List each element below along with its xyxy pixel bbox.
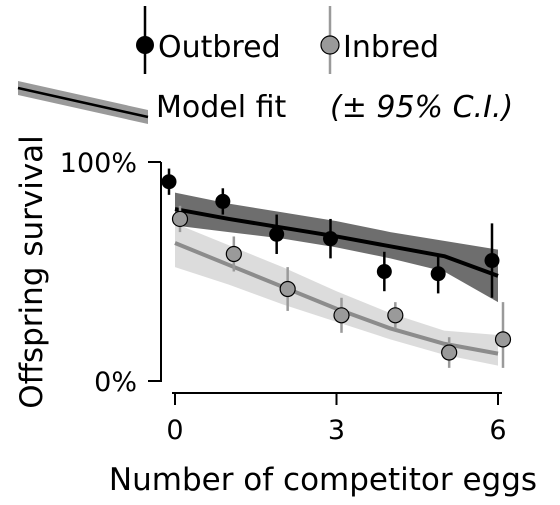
y-ticks: 0% 100% — [60, 148, 161, 398]
inbred-fit-band — [175, 223, 498, 366]
y-axis-title: Offspring survival — [14, 135, 50, 409]
outbred-point-0 — [161, 174, 177, 190]
x-tick-label-0: 0 — [166, 415, 183, 446]
x-tick-label-2: 6 — [489, 415, 506, 446]
outbred-point-5 — [430, 266, 446, 282]
inbred-point-0 — [171, 210, 189, 228]
inbred-point-3 — [333, 307, 350, 324]
outbred-point-1 — [215, 193, 231, 209]
y-tick-label-0: 0% — [94, 367, 137, 398]
inbred-point-6 — [494, 331, 512, 348]
outbred-fit-band — [175, 192, 498, 303]
fit-bands — [175, 192, 498, 366]
legend-ci-note: (± 95% C.I.) — [330, 90, 513, 125]
inbred-point-1 — [225, 245, 242, 263]
outbred-point-3 — [323, 231, 338, 247]
outbred-point-2 — [269, 226, 285, 242]
x-tick-label-1: 3 — [328, 415, 345, 446]
inbred-point-2 — [279, 280, 296, 298]
inbred-point-5 — [441, 344, 458, 361]
data-points — [161, 174, 512, 361]
legend-model-fit-marker — [17, 81, 149, 124]
outbred-point-4 — [376, 264, 392, 279]
inbred-fit-line — [174, 241, 499, 356]
y-tick-label-1: 100% — [60, 148, 137, 179]
legend-inbred-label: Inbred — [343, 30, 439, 65]
legend-outbred-label: Outbred — [158, 30, 281, 65]
legend-outbred-marker — [136, 6, 154, 74]
legend-model-fit-label: Model fit — [156, 90, 287, 125]
legend-inbred-marker — [320, 6, 340, 74]
outbred-point-6 — [484, 253, 500, 269]
x-ticks: 0 3 6 — [166, 393, 507, 446]
inbred-point-4 — [387, 307, 404, 324]
legend: Outbred Inbred Model fit (± 95% C.I.) — [17, 6, 513, 125]
x-axis-title: Number of competitor eggs — [109, 462, 537, 498]
